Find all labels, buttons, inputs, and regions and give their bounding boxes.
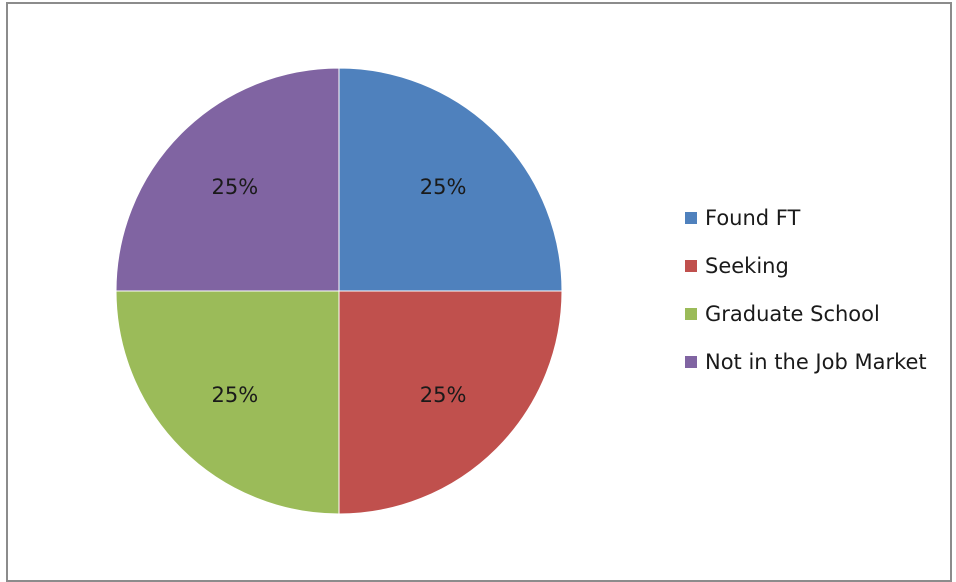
legend-swatch-found-ft	[685, 212, 697, 224]
legend-swatch-not-in-the-job-market	[685, 356, 697, 368]
legend-label-found-ft: Found FT	[705, 206, 801, 230]
data-label-not-in-the-job-market: 25%	[212, 175, 259, 199]
pie-slice-found-ft	[338, 67, 563, 292]
legend-label-graduate-school: Graduate School	[705, 302, 880, 326]
legend-swatch-seeking	[685, 260, 697, 272]
pie-slice-seeking	[338, 290, 563, 515]
legend: Found FT Seeking Graduate School Not in the…	[685, 206, 927, 374]
data-label-graduate-school: 25%	[212, 383, 259, 407]
pie-slice-graduate-school	[115, 290, 340, 515]
legend-label-not-in-the-job-market: Not in the Job Market	[705, 350, 927, 374]
legend-label-seeking: Seeking	[705, 254, 789, 278]
pie-slice-not-in-the-job-market	[115, 67, 340, 292]
data-label-found-ft: 25%	[420, 175, 467, 199]
data-label-seeking: 25%	[420, 383, 467, 407]
legend-swatch-graduate-school	[685, 308, 697, 320]
pie-data-labels: 25% 25% 25% 25%	[212, 175, 467, 407]
pie-slices	[115, 67, 563, 515]
